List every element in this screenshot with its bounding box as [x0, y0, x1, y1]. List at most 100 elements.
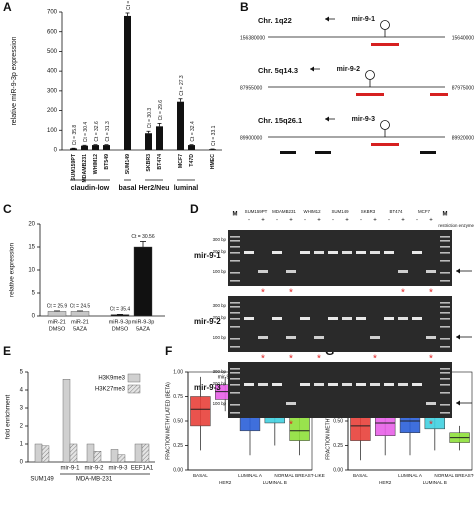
band [300, 383, 310, 386]
ladder-band [230, 346, 240, 348]
y-tick-label: 5 [32, 291, 36, 297]
row-label: mir-9-1 [194, 251, 221, 260]
band [370, 336, 380, 339]
lane-label: MDAMB231 [272, 209, 296, 214]
band [356, 383, 366, 386]
ladder-band [230, 246, 240, 248]
x-tick-label: HMEC [210, 154, 216, 170]
band [244, 317, 254, 320]
x-tick-label: miR-21 [48, 319, 66, 325]
size-label: 200 bp [213, 249, 227, 254]
band [300, 251, 310, 254]
gel [228, 296, 452, 352]
y-tick-label: 1 [20, 442, 24, 448]
x-tick-label: miR-21 [71, 319, 89, 325]
amplicon [371, 43, 399, 46]
ladder-band [440, 318, 450, 320]
group-label: SUM149 [30, 477, 54, 483]
size-label: 300 bp [213, 369, 227, 374]
panel-label: E [3, 344, 11, 358]
band [244, 251, 254, 254]
ct-label: Ct = 24.5 [70, 303, 91, 309]
legend-swatch [127, 373, 141, 383]
band [370, 383, 380, 386]
arrow-head [456, 334, 460, 340]
y-tick-label: 10 [28, 268, 35, 274]
chromosome-label: Chr. 5q14.3 [258, 66, 298, 75]
marker-label: M [233, 212, 238, 218]
treatment-sign: - [304, 218, 306, 224]
size-label: 300 bp [213, 237, 227, 242]
y-tick-label: 0.25 [173, 443, 183, 449]
chromosome-label: Chr. 1q22 [258, 16, 292, 25]
x-tick-label: SUM159PT [71, 153, 77, 181]
band [258, 383, 268, 386]
asterisk: * [429, 354, 433, 365]
ladder-band [440, 280, 450, 282]
bar [93, 451, 102, 463]
lane-label: MCF7 [418, 209, 431, 214]
ladder-band [440, 384, 450, 386]
x-tick-label: HER2 [379, 480, 392, 485]
treatment-sign: + [373, 218, 377, 224]
band [370, 251, 380, 254]
ladder-band [230, 302, 240, 304]
ct-label: Ct = 30.4 [83, 122, 89, 143]
asterisk: * [289, 420, 293, 431]
ladder-band [440, 326, 450, 328]
bar [34, 443, 43, 463]
y-tick-label: 0 [20, 460, 24, 466]
band [398, 317, 408, 320]
ct-label: Ct = 30.56 [131, 234, 154, 240]
legend-swatch [127, 384, 141, 394]
treatment-label: DMSO [49, 326, 66, 332]
y-tick-label: 0.50 [333, 418, 343, 424]
y-tick-label: 1.00 [173, 369, 183, 375]
ladder-band [440, 378, 450, 380]
bar [62, 379, 71, 463]
y-axis-label: relative miR-9-3p expression [11, 36, 18, 125]
arrow-head [325, 16, 329, 22]
arrow-head [310, 66, 314, 72]
panel-label: B [240, 0, 249, 14]
x-tick-label: NORMAL BREAST-LIKE [274, 473, 324, 478]
hairpin-loop [380, 20, 390, 30]
ladder-band [230, 260, 240, 262]
size-label: 200 bp [213, 381, 227, 386]
mirna-label: mir-9-3 [352, 116, 375, 123]
band [272, 251, 282, 254]
bar [81, 145, 88, 150]
ladder-band [230, 404, 240, 406]
coordinate: 156380000 [240, 35, 265, 41]
asterisk: * [289, 288, 293, 299]
ladder-band [230, 368, 240, 370]
ladder-band [440, 260, 450, 262]
band [356, 251, 366, 254]
ct-label: Ct = 26.8 [126, 0, 132, 10]
ct-label: Ct = 25.9 [47, 303, 68, 309]
treatment-sign: - [360, 218, 362, 224]
ladder-band [440, 372, 450, 374]
y-tick-label: 300 [47, 88, 58, 94]
size-label: 100 bp [213, 335, 227, 340]
y-tick-label: 500 [47, 49, 58, 55]
mirna-label: mir-9-1 [352, 16, 375, 23]
ladder-band [230, 280, 240, 282]
lane-label: BT474 [390, 209, 403, 214]
treatment-label: DMSO [112, 326, 129, 332]
treatment-sign: + [345, 218, 349, 224]
band [384, 251, 394, 254]
band [356, 317, 366, 320]
ct-label: Ct = 35.8 [72, 125, 78, 146]
band [426, 336, 436, 339]
ct-label: Ct = 30.3 [147, 108, 153, 129]
ct-label: Ct = 35.4 [110, 307, 131, 313]
coordinate: 87975000 [452, 85, 474, 91]
amplicon [315, 151, 331, 154]
panel-label: A [3, 0, 12, 14]
panel-label: D [190, 202, 199, 216]
amplicon [430, 93, 448, 96]
band [398, 270, 408, 273]
hairpin-loop [380, 120, 390, 130]
